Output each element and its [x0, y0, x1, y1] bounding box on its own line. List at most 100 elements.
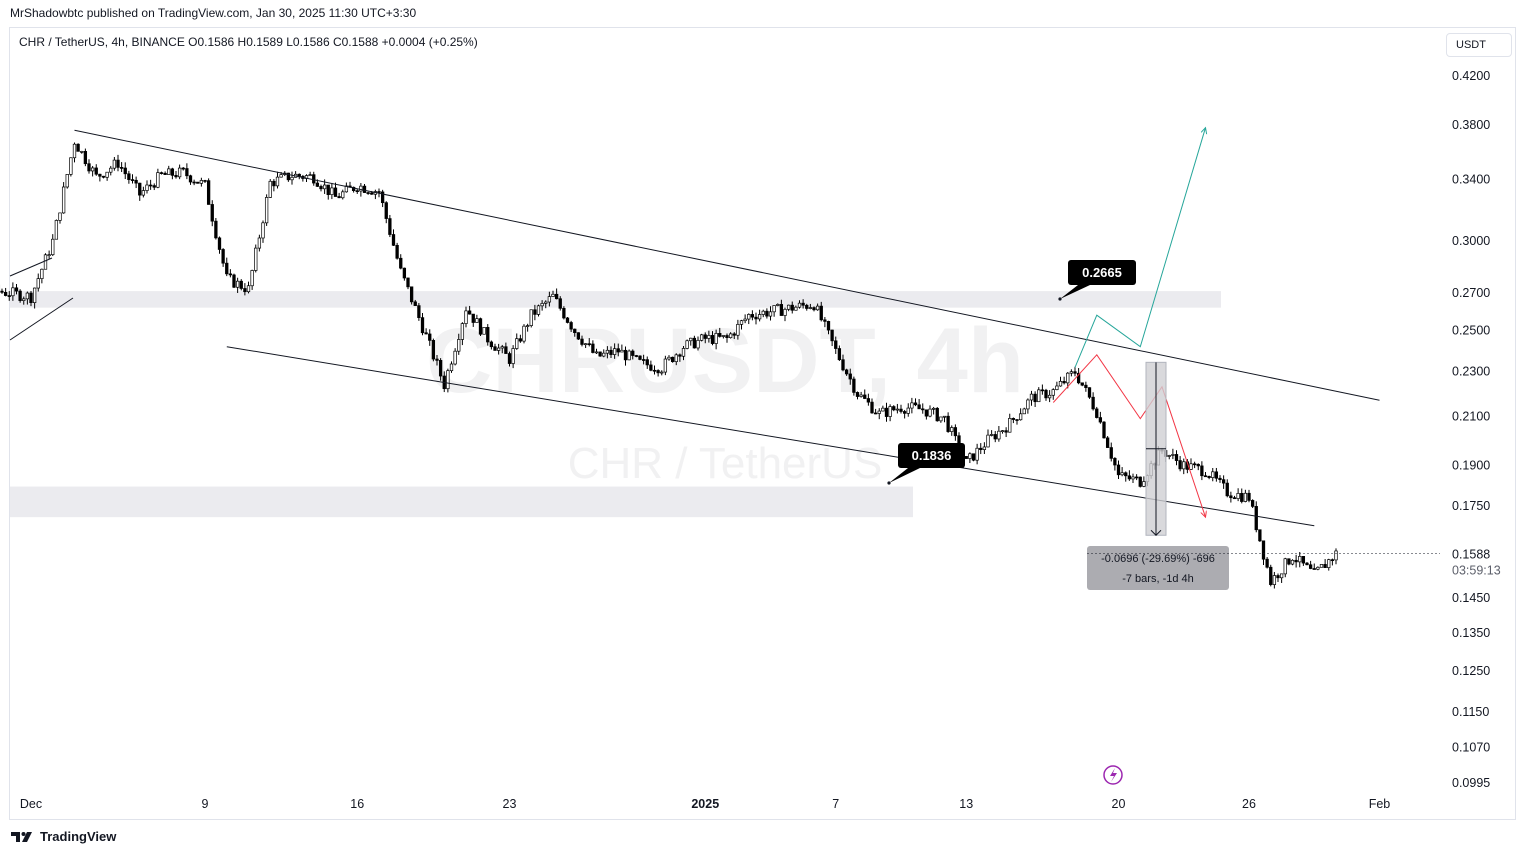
- candle-body: [420, 317, 425, 334]
- candle-body: [123, 167, 127, 175]
- candle-body: [982, 446, 987, 450]
- candle-body: [446, 370, 450, 390]
- candle-body: [402, 267, 407, 279]
- candle: [1207, 475, 1211, 480]
- candle-body: [634, 355, 639, 357]
- candle-body: [754, 316, 758, 320]
- bearish-projection-arrow[interactable]: [1052, 353, 1205, 517]
- candle: [863, 389, 867, 400]
- candle: [185, 163, 189, 180]
- flag-upper-line[interactable]: [9, 257, 53, 277]
- candle-body: [457, 339, 461, 352]
- candle: [1218, 475, 1222, 483]
- candle: [156, 168, 160, 189]
- candle-body: [61, 186, 66, 214]
- price-range-measure[interactable]: -0.0696 (-29.69%) -696 -7 bars, -1d 4h: [1087, 361, 1229, 590]
- candle-body: [714, 333, 718, 344]
- candle: [449, 361, 454, 373]
- candle: [1058, 376, 1063, 387]
- candle-body: [917, 404, 921, 410]
- candle: [623, 346, 628, 366]
- candle: [1327, 558, 1331, 571]
- candle-body: [529, 309, 533, 326]
- candle: [551, 290, 555, 297]
- candle: [406, 277, 410, 290]
- candle-body: [594, 351, 599, 354]
- candle-body: [533, 309, 537, 315]
- candle: [181, 167, 185, 171]
- candle: [1279, 573, 1284, 583]
- candle: [660, 370, 664, 376]
- candle-body: [145, 184, 149, 191]
- footer[interactable]: TradingView: [10, 829, 116, 844]
- flag-lower-line[interactable]: [9, 297, 74, 341]
- candle: [11, 282, 15, 301]
- candle: [493, 343, 497, 351]
- candle-body: [272, 180, 276, 187]
- candle: [1098, 411, 1103, 424]
- candle: [1250, 499, 1255, 509]
- candle-body: [757, 314, 762, 320]
- candle-body: [699, 334, 704, 341]
- channel-lower-line[interactable]: [226, 346, 1315, 527]
- candle: [1095, 406, 1099, 419]
- candle-body: [119, 167, 124, 169]
- candle: [428, 329, 432, 346]
- candle-body: [1319, 564, 1324, 568]
- candle-body: [105, 171, 109, 178]
- candle: [1127, 470, 1132, 481]
- candle: [877, 408, 881, 420]
- candle: [246, 281, 251, 294]
- candle-body: [1080, 382, 1084, 386]
- candle: [413, 299, 417, 306]
- y-tick-label: 0.3400: [1452, 173, 1490, 187]
- candle-body: [203, 180, 207, 182]
- candle-body: [921, 408, 925, 411]
- candle: [319, 184, 323, 192]
- price-callout[interactable]: 0.1836: [887, 443, 965, 485]
- candle-body: [576, 332, 581, 340]
- candle-body: [1316, 566, 1320, 570]
- candle-body: [583, 343, 588, 346]
- candle-body: [670, 356, 675, 363]
- candle: [609, 346, 613, 358]
- candle: [1258, 529, 1262, 542]
- candle: [678, 353, 682, 362]
- candle: [964, 456, 968, 459]
- y-tick-label: 0.1070: [1452, 740, 1490, 754]
- candle: [1269, 564, 1273, 587]
- candle-body: [1102, 421, 1106, 439]
- currency-button[interactable]: USDT: [1446, 33, 1512, 57]
- candle: [188, 174, 193, 185]
- candle: [544, 300, 548, 309]
- y-tick-label: 0.2500: [1452, 324, 1490, 338]
- bullish-projection-arrow[interactable]: [1074, 128, 1206, 368]
- candle-body: [167, 168, 171, 175]
- candle-body: [36, 278, 40, 289]
- candle-body: [1283, 558, 1287, 575]
- candle: [953, 424, 958, 441]
- candle: [913, 398, 918, 407]
- candle-body: [1015, 419, 1019, 421]
- candle: [703, 332, 707, 344]
- candle-body: [243, 288, 247, 293]
- channel-upper-line[interactable]: [74, 129, 1380, 401]
- candle: [1084, 381, 1088, 392]
- candle: [275, 171, 280, 189]
- candle: [699, 333, 704, 342]
- candle-body: [536, 305, 541, 315]
- candle: [989, 430, 994, 437]
- callout-label: 0.1836: [912, 448, 952, 463]
- price-callout[interactable]: 0.2665: [1058, 260, 1136, 301]
- candle-body: [246, 285, 251, 293]
- candle: [765, 308, 769, 319]
- candle: [1319, 564, 1324, 568]
- candle-body: [1124, 472, 1128, 477]
- lightning-icon[interactable]: [1103, 765, 1123, 785]
- candle: [1301, 556, 1306, 566]
- publisher-line: MrShadowbtc published on TradingView.com…: [10, 6, 417, 20]
- candle: [391, 229, 396, 246]
- candle: [1113, 457, 1117, 471]
- candle-body: [359, 185, 363, 192]
